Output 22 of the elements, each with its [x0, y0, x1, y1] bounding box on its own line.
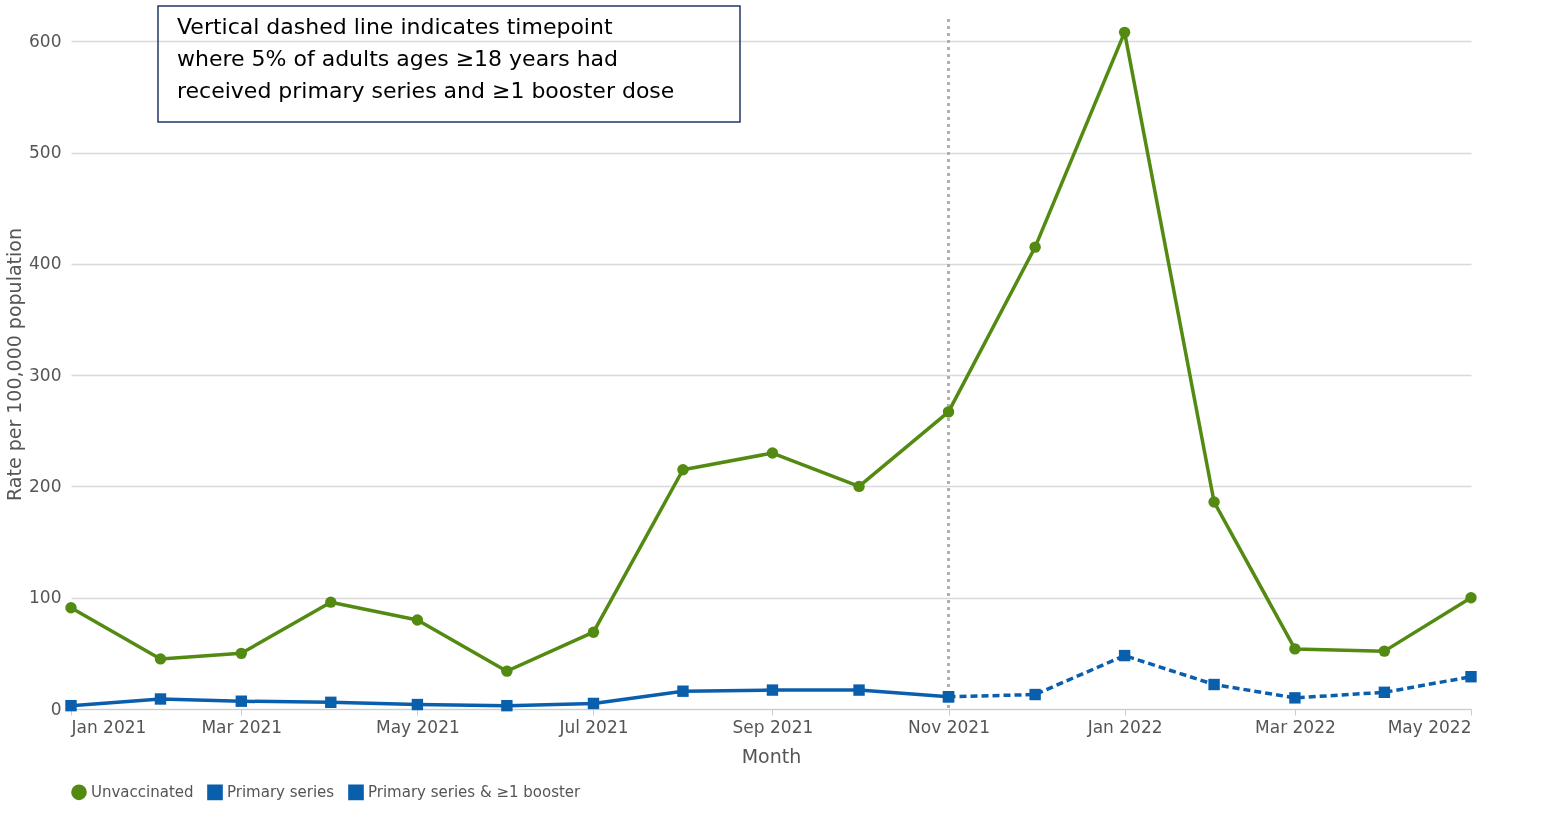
y-tick-label: 200	[29, 475, 62, 496]
y-tick-label: 0	[50, 698, 62, 719]
y-tick-label: 300	[29, 364, 62, 385]
x-tick-label: Mar 2022	[1255, 716, 1336, 737]
annotation: Vertical dashed line indicates timepoint where 5% of adults ages ≥18 years had received primary series and ≥1 booster dose	[177, 14, 675, 103]
y-axis-title: Rate per 100,000 population	[3, 228, 26, 501]
x-axis-title: Month	[741, 744, 802, 767]
y-tick-label: 400	[29, 253, 62, 274]
x-tick-label: Jan 2022	[1086, 716, 1163, 737]
x-tick-label: Sep 2021	[732, 716, 814, 737]
x-tick-label: Mar 2021	[201, 716, 283, 737]
legend-label: Primary series	[227, 783, 335, 802]
x-tick-label: Jan 2021	[70, 716, 147, 737]
legend-label: Unvaccinated	[91, 783, 194, 802]
x-tick-label: May 2022	[1387, 716, 1472, 737]
legend-label: Primary series & ≥1 booster	[368, 783, 582, 802]
x-tick-label: May 2021	[375, 716, 460, 737]
x-tick-label: Jul 2021	[558, 716, 629, 737]
x-tick-label: Nov 2021	[908, 716, 990, 737]
y-tick-label: 500	[29, 142, 62, 163]
y-tick-label: 100	[29, 587, 62, 608]
y-tick-label: 600	[29, 30, 62, 51]
